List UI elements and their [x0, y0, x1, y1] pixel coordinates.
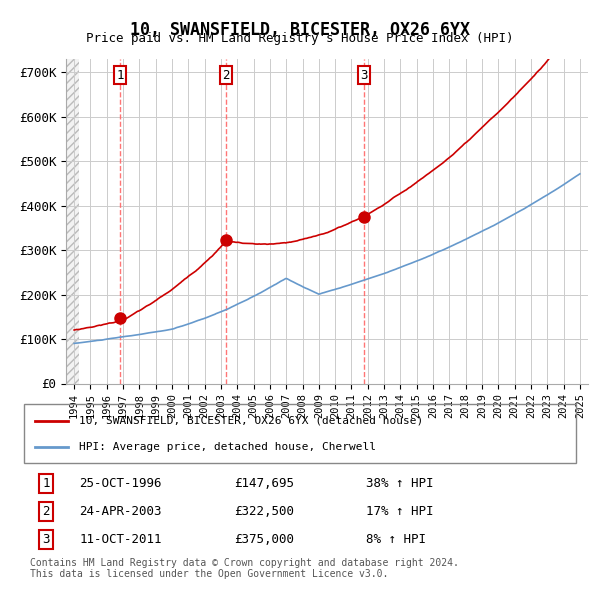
Text: 11-OCT-2011: 11-OCT-2011 — [79, 533, 162, 546]
Text: 10, SWANSFIELD, BICESTER, OX26 6YX (detached house): 10, SWANSFIELD, BICESTER, OX26 6YX (deta… — [79, 416, 424, 425]
Text: This data is licensed under the Open Government Licence v3.0.: This data is licensed under the Open Gov… — [30, 569, 388, 579]
Text: 25-OCT-1996: 25-OCT-1996 — [79, 477, 162, 490]
Text: 10, SWANSFIELD, BICESTER, OX26 6YX: 10, SWANSFIELD, BICESTER, OX26 6YX — [130, 21, 470, 39]
Text: 8% ↑ HPI: 8% ↑ HPI — [366, 533, 426, 546]
Text: £375,000: £375,000 — [234, 533, 294, 546]
Text: 3: 3 — [361, 69, 368, 82]
Text: 38% ↑ HPI: 38% ↑ HPI — [366, 477, 434, 490]
Text: £147,695: £147,695 — [234, 477, 294, 490]
Text: 2: 2 — [43, 505, 50, 518]
Text: 1: 1 — [116, 69, 124, 82]
Text: 1: 1 — [43, 477, 50, 490]
Bar — [66, 59, 79, 384]
Text: 2: 2 — [222, 69, 230, 82]
Text: 17% ↑ HPI: 17% ↑ HPI — [366, 505, 434, 518]
Text: 24-APR-2003: 24-APR-2003 — [79, 505, 162, 518]
Text: £322,500: £322,500 — [234, 505, 294, 518]
Text: HPI: Average price, detached house, Cherwell: HPI: Average price, detached house, Cher… — [79, 442, 376, 451]
Text: 3: 3 — [43, 533, 50, 546]
Text: Price paid vs. HM Land Registry's House Price Index (HPI): Price paid vs. HM Land Registry's House … — [86, 32, 514, 45]
Bar — [66, 59, 79, 384]
Text: Contains HM Land Registry data © Crown copyright and database right 2024.: Contains HM Land Registry data © Crown c… — [30, 558, 459, 568]
